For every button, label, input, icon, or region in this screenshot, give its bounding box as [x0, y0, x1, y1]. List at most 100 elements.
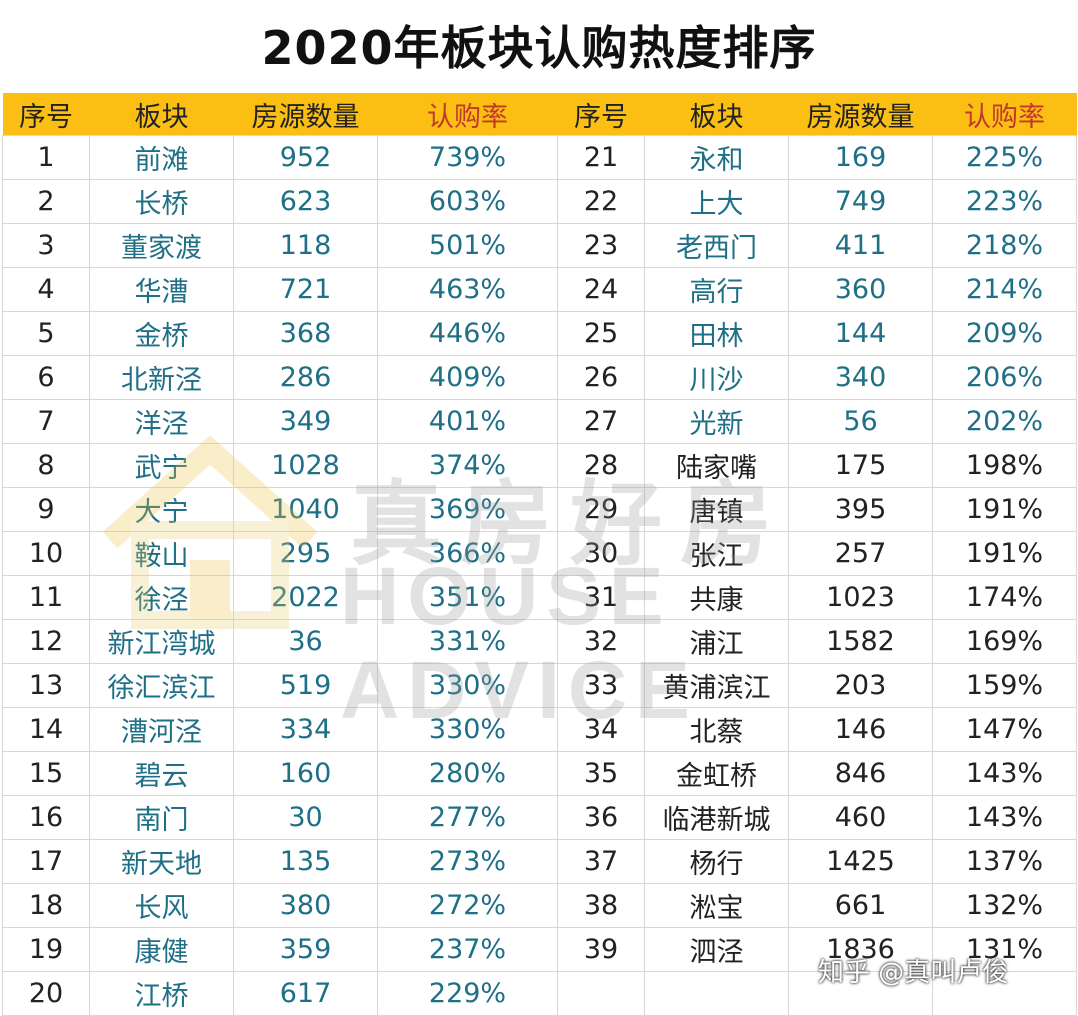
- count-cell: 295: [233, 531, 378, 576]
- source-credit: 知乎 @真叫卢俊: [818, 958, 1009, 988]
- area-cell: 杨行: [644, 839, 789, 884]
- count-cell: 286: [233, 355, 378, 400]
- area-cell: 董家渡: [89, 223, 234, 268]
- area-cell: 大宁: [89, 487, 234, 532]
- rank-cell: 35: [557, 751, 645, 796]
- rank-cell: 38: [557, 883, 645, 928]
- rate-cell: 331%: [377, 619, 558, 664]
- rate-cell: 374%: [377, 443, 558, 488]
- count-cell: 257: [788, 531, 933, 576]
- area-cell: 唐镇: [644, 487, 789, 532]
- table-row: 6 北新泾 286 409% 26 川沙 340 206%: [2, 355, 1077, 400]
- count-cell: 118: [233, 223, 378, 268]
- rate-cell: 280%: [377, 751, 558, 796]
- rank-cell: 13: [2, 663, 90, 708]
- rate-cell: 603%: [377, 179, 558, 224]
- table-row: 17 新天地 135 273% 37 杨行 1425 137%: [2, 839, 1077, 884]
- header-area: 板块: [89, 93, 234, 136]
- count-cell: 623: [233, 179, 378, 224]
- rank-cell: 25: [557, 311, 645, 356]
- rank-cell: 2: [2, 179, 90, 224]
- count-cell: 340: [788, 355, 933, 400]
- rate-cell: 273%: [377, 839, 558, 884]
- area-cell: [644, 971, 789, 1016]
- rank-cell: 27: [557, 399, 645, 444]
- header-count: 房源数量: [233, 93, 378, 136]
- rank-cell: 6: [2, 355, 90, 400]
- count-cell: 1023: [788, 575, 933, 620]
- rate-cell: 143%: [932, 795, 1077, 840]
- rate-cell: 147%: [932, 707, 1077, 752]
- area-cell: 临港新城: [644, 795, 789, 840]
- table-row: 3 董家渡 118 501% 23 老西门 411 218%: [2, 223, 1077, 268]
- count-cell: 56: [788, 399, 933, 444]
- rate-cell: 739%: [377, 135, 558, 180]
- header-rate: 认购率: [377, 93, 558, 136]
- count-cell: 175: [788, 443, 933, 488]
- count-cell: 617: [233, 971, 378, 1016]
- rank-cell: 9: [2, 487, 90, 532]
- rate-cell: 209%: [932, 311, 1077, 356]
- count-cell: 368: [233, 311, 378, 356]
- rate-cell: 174%: [932, 575, 1077, 620]
- area-cell: 陆家嘴: [644, 443, 789, 488]
- area-cell: 江桥: [89, 971, 234, 1016]
- table-row: 8 武宁 1028 374% 28 陆家嘴 175 198%: [2, 443, 1077, 488]
- rank-cell: 17: [2, 839, 90, 884]
- area-cell: 共康: [644, 575, 789, 620]
- count-cell: 144: [788, 311, 933, 356]
- table-body: 1 前滩 952 739% 21 永和 169 225% 2 长桥 623 603% 22 上大 749 22…: [2, 135, 1077, 1016]
- area-cell: 南门: [89, 795, 234, 840]
- table-row: 2 长桥 623 603% 22 上大 749 223%: [2, 179, 1077, 224]
- count-cell: 2022: [233, 575, 378, 620]
- count-cell: [788, 971, 933, 1016]
- area-cell: 北新泾: [89, 355, 234, 400]
- area-cell: 康健: [89, 927, 234, 972]
- rate-cell: 137%: [932, 839, 1077, 884]
- header-row: 序号 板块 房源数量 认购率 序号 板块 房源数量 认购率: [2, 93, 1077, 136]
- area-cell: 高行: [644, 267, 789, 312]
- rank-cell: 34: [557, 707, 645, 752]
- rate-cell: 277%: [377, 795, 558, 840]
- count-cell: 160: [233, 751, 378, 796]
- rate-cell: 237%: [377, 927, 558, 972]
- rate-cell: 225%: [932, 135, 1077, 180]
- rate-cell: 330%: [377, 663, 558, 708]
- count-cell: 846: [788, 751, 933, 796]
- rate-cell: 223%: [932, 179, 1077, 224]
- rank-cell: 21: [557, 135, 645, 180]
- count-cell: 1425: [788, 839, 933, 884]
- count-cell: 952: [233, 135, 378, 180]
- area-cell: 金桥: [89, 311, 234, 356]
- area-cell: 徐汇滨江: [89, 663, 234, 708]
- table-row: 13 徐汇滨江 519 330% 33 黄浦滨江 203 159%: [2, 663, 1077, 708]
- area-cell: 张江: [644, 531, 789, 576]
- rank-cell: [557, 971, 645, 1016]
- rate-cell: 229%: [377, 971, 558, 1016]
- rate-cell: 131%: [932, 927, 1077, 972]
- count-cell: 30: [233, 795, 378, 840]
- count-cell: 360: [788, 267, 933, 312]
- rate-cell: 159%: [932, 663, 1077, 708]
- rate-cell: 202%: [932, 399, 1077, 444]
- area-cell: 黄浦滨江: [644, 663, 789, 708]
- rate-cell: 198%: [932, 443, 1077, 488]
- rate-cell: 401%: [377, 399, 558, 444]
- count-cell: 146: [788, 707, 933, 752]
- table-row: 20 江桥 617 229%: [2, 971, 1077, 1016]
- rank-cell: 16: [2, 795, 90, 840]
- area-cell: 华漕: [89, 267, 234, 312]
- rate-cell: 169%: [932, 619, 1077, 664]
- rank-cell: 3: [2, 223, 90, 268]
- table-row: 16 南门 30 277% 36 临港新城 460 143%: [2, 795, 1077, 840]
- page-title: 2020年板块认购热度排序: [261, 21, 817, 75]
- header-rate: 认购率: [932, 93, 1077, 136]
- rank-cell: 23: [557, 223, 645, 268]
- area-cell: 金虹桥: [644, 751, 789, 796]
- rank-cell: 26: [557, 355, 645, 400]
- area-cell: 浦江: [644, 619, 789, 664]
- area-cell: 漕河泾: [89, 707, 234, 752]
- rank-cell: 15: [2, 751, 90, 796]
- rank-cell: 29: [557, 487, 645, 532]
- table-row: 11 徐泾 2022 351% 31 共康 1023 174%: [2, 575, 1077, 620]
